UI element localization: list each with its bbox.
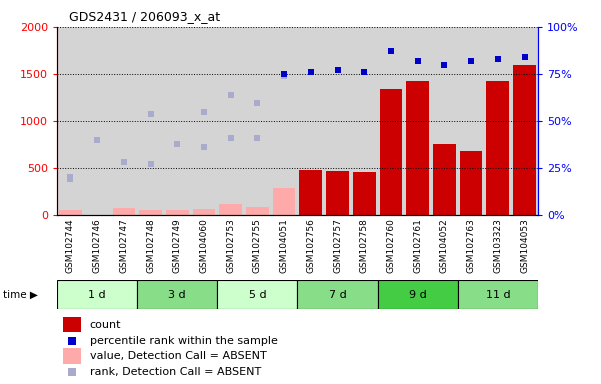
Bar: [219, 204, 242, 215]
Text: 1 d: 1 d: [88, 290, 106, 300]
Text: count: count: [90, 320, 121, 330]
Text: GSM102761: GSM102761: [413, 218, 422, 273]
Bar: [511, 27, 538, 215]
Text: GSM102756: GSM102756: [307, 218, 316, 273]
Bar: [326, 171, 349, 215]
Text: 3 d: 3 d: [168, 290, 186, 300]
Bar: [380, 89, 402, 215]
Text: 11 d: 11 d: [486, 290, 510, 300]
Bar: [218, 280, 297, 309]
Text: GSM102760: GSM102760: [386, 218, 395, 273]
Bar: [297, 27, 324, 215]
Bar: [112, 207, 135, 215]
Text: 7 d: 7 d: [329, 290, 346, 300]
Bar: [353, 172, 376, 215]
Bar: [271, 27, 297, 215]
Bar: [84, 27, 111, 215]
Bar: [244, 27, 271, 215]
Text: rank, Detection Call = ABSENT: rank, Detection Call = ABSENT: [90, 367, 261, 377]
Bar: [404, 27, 431, 215]
Text: GSM102757: GSM102757: [333, 218, 342, 273]
Text: 9 d: 9 d: [409, 290, 427, 300]
Bar: [460, 151, 483, 215]
Text: GSM102744: GSM102744: [66, 218, 75, 273]
Bar: [246, 207, 269, 215]
Bar: [193, 209, 215, 215]
Bar: [458, 280, 538, 309]
Text: GSM102753: GSM102753: [226, 218, 235, 273]
Text: GDS2431 / 206093_x_at: GDS2431 / 206093_x_at: [69, 10, 220, 23]
Bar: [191, 27, 218, 215]
Bar: [59, 210, 82, 215]
Text: GSM104053: GSM104053: [520, 218, 529, 273]
Bar: [63, 348, 81, 364]
Bar: [63, 316, 81, 332]
Text: GSM103323: GSM103323: [493, 218, 502, 273]
Text: GSM102758: GSM102758: [360, 218, 369, 273]
Bar: [218, 27, 244, 215]
Text: GSM102748: GSM102748: [146, 218, 155, 273]
Text: value, Detection Call = ABSENT: value, Detection Call = ABSENT: [90, 351, 266, 361]
Bar: [111, 27, 137, 215]
Bar: [273, 188, 296, 215]
Text: percentile rank within the sample: percentile rank within the sample: [90, 336, 278, 346]
Text: GSM102747: GSM102747: [120, 218, 129, 273]
Bar: [406, 81, 429, 215]
Text: GSM104052: GSM104052: [440, 218, 449, 273]
Bar: [57, 280, 137, 309]
Text: GSM102763: GSM102763: [466, 218, 475, 273]
Text: GSM102749: GSM102749: [173, 218, 182, 273]
Bar: [297, 280, 377, 309]
Bar: [164, 27, 191, 215]
Bar: [166, 210, 189, 215]
Bar: [57, 27, 84, 215]
Bar: [433, 144, 456, 215]
Bar: [139, 210, 162, 215]
Bar: [299, 170, 322, 215]
Bar: [484, 27, 511, 215]
Bar: [137, 27, 164, 215]
Bar: [137, 280, 218, 309]
Text: GSM104051: GSM104051: [279, 218, 288, 273]
Bar: [513, 65, 536, 215]
Bar: [431, 27, 458, 215]
Bar: [458, 27, 484, 215]
Bar: [351, 27, 377, 215]
Bar: [377, 27, 404, 215]
Text: time ▶: time ▶: [3, 290, 38, 300]
Bar: [324, 27, 351, 215]
Text: GSM102746: GSM102746: [93, 218, 102, 273]
Text: 5 d: 5 d: [249, 290, 266, 300]
Bar: [486, 81, 509, 215]
Text: GSM102755: GSM102755: [253, 218, 262, 273]
Text: GSM104060: GSM104060: [200, 218, 209, 273]
Bar: [377, 280, 458, 309]
